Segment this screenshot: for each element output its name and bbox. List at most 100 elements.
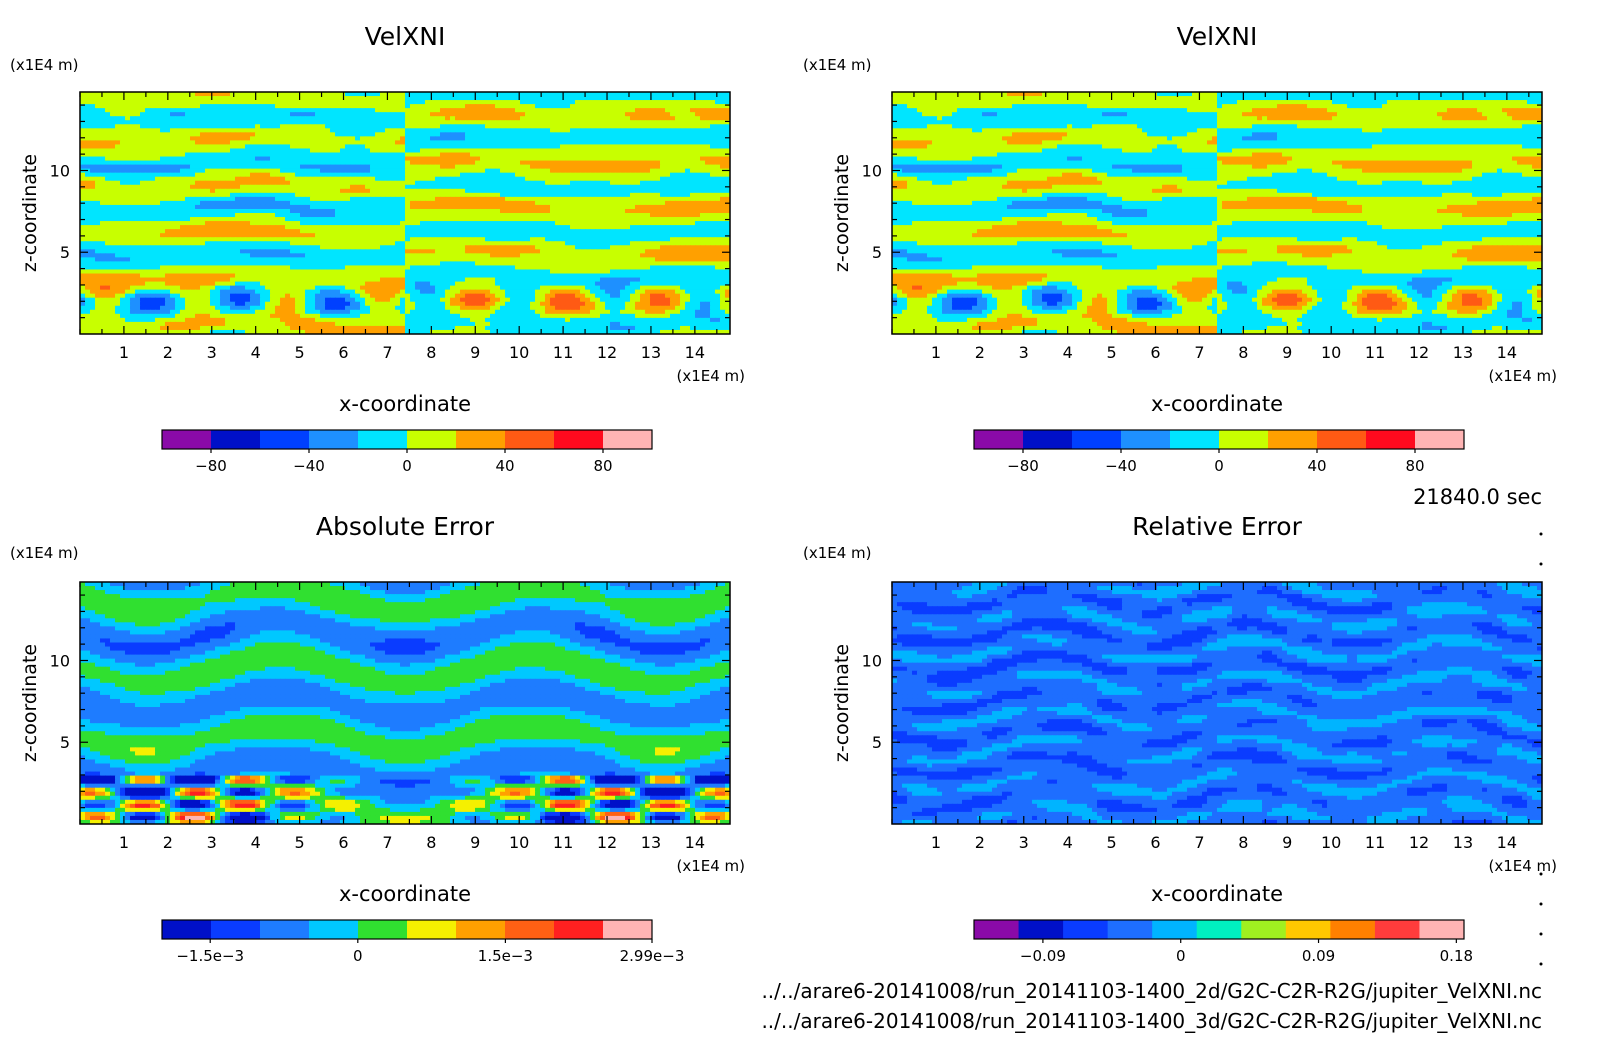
contour-cell bbox=[200, 140, 206, 146]
contour-cell bbox=[485, 168, 491, 174]
contour-cell bbox=[265, 96, 271, 101]
contour-cell bbox=[100, 160, 106, 166]
contour-cell bbox=[80, 172, 86, 178]
contour-cell bbox=[515, 132, 521, 137]
contour-cell bbox=[170, 112, 176, 117]
contour-cell bbox=[690, 108, 696, 113]
contour-cell bbox=[465, 92, 471, 97]
contour-cell bbox=[130, 208, 136, 214]
contour-cell bbox=[545, 128, 551, 133]
contour-cell bbox=[475, 132, 481, 137]
contour-cell bbox=[530, 221, 536, 226]
contour-cell bbox=[280, 120, 286, 125]
contour-cell bbox=[600, 168, 606, 174]
contour-cell bbox=[445, 217, 451, 222]
contour-cell bbox=[275, 200, 281, 206]
contour-cell bbox=[415, 148, 421, 154]
contour-cell bbox=[375, 164, 381, 170]
contour-cell bbox=[495, 192, 501, 198]
contour-cell bbox=[595, 221, 601, 226]
contour-cell bbox=[240, 245, 246, 250]
contour-cell bbox=[145, 172, 151, 178]
contour-cell bbox=[695, 128, 701, 133]
contour-cell bbox=[225, 148, 231, 154]
contour-cell bbox=[405, 172, 411, 178]
contour-cell bbox=[170, 136, 176, 141]
contour-cell bbox=[160, 221, 166, 226]
contour-cell bbox=[440, 108, 446, 113]
contour-cell bbox=[165, 213, 171, 218]
contour-cell bbox=[360, 164, 366, 170]
contour-cell bbox=[410, 160, 416, 166]
contour-cell bbox=[295, 156, 301, 162]
contour-cell bbox=[135, 213, 141, 218]
contour-cell bbox=[365, 192, 371, 198]
contour-cell bbox=[615, 213, 621, 218]
contour-cell bbox=[695, 213, 701, 218]
contour-cell bbox=[620, 140, 626, 146]
contour-cell bbox=[155, 229, 161, 234]
contour-cell bbox=[725, 225, 730, 230]
contour-cell bbox=[145, 112, 151, 117]
contour-cell bbox=[600, 96, 606, 101]
contour-cell bbox=[160, 136, 166, 141]
contour-cell bbox=[700, 172, 706, 178]
contour-cell bbox=[460, 112, 466, 117]
contour-cell bbox=[180, 204, 186, 210]
contour-cell bbox=[395, 92, 401, 97]
contour-cell bbox=[575, 200, 581, 206]
contour-cell bbox=[315, 176, 321, 182]
contour-cell bbox=[105, 188, 111, 194]
contour-cell bbox=[265, 180, 271, 186]
contour-cell bbox=[430, 136, 436, 141]
contour-cell bbox=[290, 96, 296, 101]
contour-cell bbox=[495, 208, 501, 214]
contour-cell bbox=[380, 241, 386, 246]
contour-cell bbox=[205, 136, 211, 141]
contour-cell bbox=[265, 221, 271, 226]
contour-cell bbox=[210, 144, 216, 150]
contour-cell bbox=[615, 104, 621, 109]
contour-cell bbox=[350, 184, 356, 190]
contour-cell bbox=[405, 200, 411, 206]
contour-cell bbox=[710, 100, 716, 105]
contour-cell bbox=[300, 204, 306, 210]
contour-cell bbox=[550, 184, 556, 190]
contour-cell bbox=[120, 156, 126, 162]
contour-cell bbox=[485, 180, 491, 186]
contour-cell bbox=[195, 229, 201, 234]
contour-cell bbox=[680, 128, 686, 133]
contour-cell bbox=[410, 217, 416, 222]
contour-cell bbox=[510, 92, 516, 97]
contour-cell bbox=[215, 100, 221, 105]
contour-cell bbox=[265, 160, 271, 166]
contour-cell bbox=[410, 225, 416, 230]
contour-cell bbox=[160, 225, 166, 230]
contour-cell bbox=[530, 172, 536, 178]
contour-cell bbox=[535, 180, 541, 186]
contour-cell bbox=[260, 229, 266, 234]
contour-cell bbox=[230, 204, 236, 210]
contour-cell bbox=[230, 128, 236, 133]
contour-cell bbox=[270, 200, 276, 206]
contour-cell bbox=[440, 213, 446, 218]
contour-cell bbox=[440, 208, 446, 214]
contour-cell bbox=[145, 213, 151, 218]
contour-cell bbox=[540, 213, 546, 218]
contour-cell bbox=[420, 221, 426, 226]
contour-cell bbox=[725, 237, 730, 242]
contour-cell bbox=[510, 104, 516, 109]
contour-cell bbox=[445, 148, 451, 154]
contour-cell bbox=[710, 168, 716, 174]
contour-cell bbox=[385, 164, 391, 170]
contour-cell bbox=[625, 104, 631, 109]
contour-cell bbox=[170, 156, 176, 162]
contour-cell bbox=[555, 104, 561, 109]
contour-cell bbox=[555, 196, 561, 202]
contour-cell bbox=[415, 132, 421, 137]
contour-cell bbox=[610, 92, 616, 97]
contour-cell bbox=[310, 100, 316, 105]
contour-cell bbox=[640, 152, 646, 158]
contour-cell bbox=[350, 217, 356, 222]
contour-cell bbox=[135, 124, 141, 129]
